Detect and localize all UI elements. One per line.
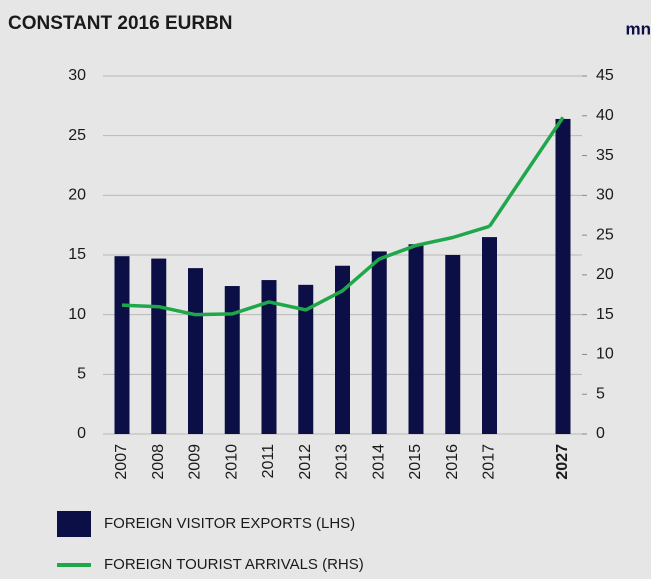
y2-tick-label: 25 — [596, 226, 614, 243]
y-tick-label: 15 — [68, 246, 86, 263]
x-tick-label: 2027 — [554, 444, 571, 480]
bar — [335, 265, 350, 434]
legend-swatch — [57, 511, 91, 537]
y2-tick-label: 45 — [596, 67, 614, 84]
y2-tick-label: 30 — [596, 187, 614, 204]
bar — [371, 251, 387, 434]
y-tick-label: 10 — [68, 306, 86, 323]
x-tick-label: 2015 — [407, 444, 424, 480]
y-tick-label: 30 — [68, 67, 86, 84]
y2-tick-label: 0 — [596, 425, 605, 442]
x-tick-label: 2009 — [187, 444, 204, 480]
y2-tick-label: 20 — [596, 266, 614, 283]
x-tick-label: 2012 — [297, 444, 314, 480]
y-tick-label: 20 — [68, 187, 86, 204]
x-tick-label: 2013 — [334, 444, 351, 480]
bar — [408, 244, 424, 434]
bar — [555, 118, 571, 435]
chart-title: CONSTANT 2016 EURBN — [8, 13, 233, 34]
legend-label: FOREIGN VISITOR EXPORTS (LHS) — [104, 515, 355, 532]
legend-label: FOREIGN TOURIST ARRIVALS (RHS) — [104, 556, 364, 573]
bar — [114, 256, 130, 434]
y-tick-label: 0 — [77, 425, 86, 442]
bar — [188, 268, 203, 434]
x-tick-label: 2014 — [370, 444, 387, 480]
bar — [445, 255, 461, 434]
bar — [482, 237, 497, 434]
bar — [224, 286, 240, 434]
x-tick-label: 2010 — [223, 444, 240, 480]
y2-tick-label: 15 — [596, 306, 614, 323]
line — [121, 224, 491, 317]
x-tick-label: 2016 — [444, 444, 461, 480]
bar — [151, 258, 167, 434]
y2-unit: mn — [626, 19, 651, 38]
y-tick-label: 5 — [77, 366, 86, 383]
y2-tick-label: 10 — [596, 346, 614, 363]
x-tick-label: 2008 — [150, 444, 167, 480]
bar — [261, 280, 277, 434]
x-tick-label: 2007 — [113, 444, 130, 480]
bar — [298, 284, 314, 434]
x-tick-label: 2017 — [481, 444, 498, 480]
y2-tick-label: 40 — [596, 107, 614, 124]
y2-tick-label: 35 — [596, 147, 614, 164]
y-tick-label: 25 — [68, 127, 86, 144]
line-connector — [488, 116, 565, 228]
y2-tick-label: 5 — [596, 385, 605, 402]
x-tick-label: 2011 — [260, 444, 277, 479]
